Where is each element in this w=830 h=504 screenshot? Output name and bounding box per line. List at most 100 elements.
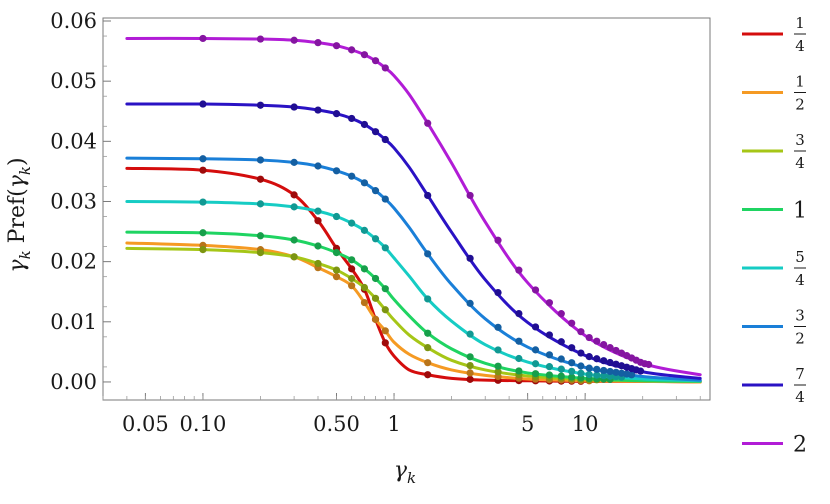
data-point	[332, 249, 341, 257]
data-point	[360, 179, 369, 187]
data-point	[466, 254, 474, 262]
data-point	[348, 172, 356, 180]
data-point	[585, 353, 593, 361]
y-tick-label: 0.04	[50, 129, 97, 153]
data-point	[606, 358, 614, 367]
data-point	[466, 369, 474, 377]
data-point	[585, 370, 593, 379]
data-point	[314, 242, 322, 250]
data-point	[531, 360, 540, 368]
data-point	[466, 299, 474, 307]
data-point	[466, 361, 474, 370]
legend-denominator: 4	[795, 154, 805, 172]
data-point	[636, 367, 645, 375]
data-point	[290, 236, 298, 244]
series-line	[125, 230, 702, 383]
data-point	[531, 346, 540, 354]
y-tick-label: 0.02	[50, 250, 97, 274]
data-point	[256, 156, 265, 164]
data-point	[577, 328, 585, 336]
data-point	[199, 100, 207, 108]
series-layer	[125, 34, 702, 385]
x-tick-label: 0.50	[313, 412, 360, 436]
data-point	[531, 286, 540, 294]
data-point	[466, 353, 474, 361]
x-tick-label: 0.05	[122, 412, 169, 436]
legend-denominator: 2	[795, 330, 805, 348]
legend-item: 32	[742, 307, 806, 348]
data-point	[199, 198, 207, 206]
data-point	[545, 299, 554, 307]
data-point	[568, 367, 576, 375]
data-point	[568, 359, 576, 367]
data-point	[600, 366, 608, 375]
data-point	[557, 372, 565, 380]
data-point	[515, 266, 523, 274]
data-point	[568, 344, 576, 352]
data-point	[332, 273, 341, 281]
data-point	[494, 323, 502, 331]
data-point	[557, 365, 565, 373]
data-point	[424, 119, 432, 127]
data-point	[494, 346, 502, 354]
y-tick-label: 0.06	[50, 9, 97, 33]
data-point	[424, 371, 432, 379]
data-point	[256, 101, 265, 109]
data-point	[585, 364, 593, 372]
data-point	[256, 175, 265, 183]
data-point	[314, 162, 322, 170]
data-point	[494, 362, 502, 370]
data-point	[577, 349, 585, 357]
legend-item: 74	[742, 365, 806, 406]
data-point	[348, 256, 356, 264]
data-point	[568, 373, 576, 381]
legend-numerator: 3	[795, 307, 805, 325]
data-point	[314, 259, 322, 268]
data-point	[466, 330, 474, 338]
data-point	[585, 333, 593, 342]
x-axis-label: γk	[394, 458, 416, 487]
data-point	[314, 39, 322, 47]
data-point	[371, 128, 380, 136]
data-point	[494, 236, 502, 244]
data-point	[348, 46, 356, 54]
y-axis-label: γk Pref(γk)	[5, 157, 34, 272]
legend-numerator: 7	[795, 365, 805, 383]
data-point	[424, 359, 432, 367]
data-point	[577, 362, 585, 370]
legend-label: 2	[793, 433, 807, 458]
data-point	[381, 306, 389, 314]
data-point	[332, 167, 341, 175]
data-point	[314, 207, 322, 215]
data-point	[381, 244, 389, 252]
data-point	[290, 203, 298, 211]
legend-numerator: 1	[795, 14, 805, 32]
data-point	[360, 283, 369, 292]
data-point	[515, 337, 523, 345]
data-point	[199, 229, 207, 237]
data-point	[360, 298, 369, 307]
data-point	[645, 360, 653, 369]
data-point	[612, 346, 620, 355]
legend-denominator: 4	[795, 388, 805, 406]
data-point	[371, 57, 380, 65]
x-tick-label: 10	[572, 412, 599, 436]
data-point	[531, 370, 540, 378]
data-point	[424, 250, 432, 258]
legend-item: 2	[742, 433, 807, 458]
series-7-4	[125, 100, 702, 380]
data-point	[199, 34, 207, 43]
data-point	[600, 372, 608, 380]
data-point	[290, 36, 298, 44]
data-point	[314, 217, 322, 225]
data-point	[348, 282, 356, 290]
data-point	[628, 371, 636, 379]
data-point	[371, 294, 380, 302]
data-point	[381, 135, 389, 144]
data-point	[314, 106, 322, 114]
data-point	[381, 339, 389, 347]
data-point	[568, 319, 576, 327]
legend-numerator: 5	[795, 248, 805, 266]
data-point	[348, 114, 356, 123]
